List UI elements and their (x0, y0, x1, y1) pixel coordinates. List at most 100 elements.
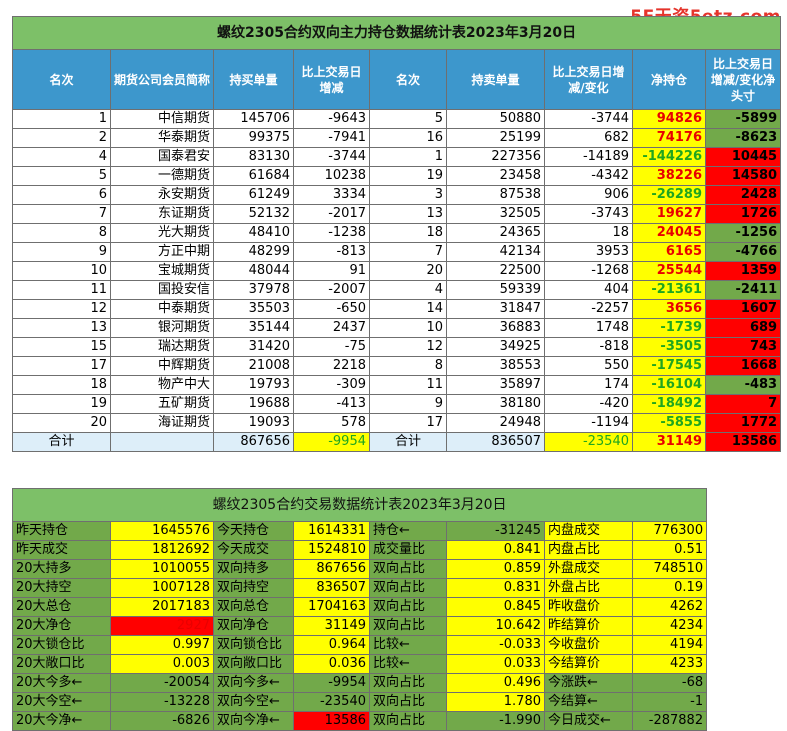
table-cell: 48299 (213, 242, 294, 262)
row-label: 今天持仓 (213, 521, 294, 541)
row-label: 比较← (369, 654, 447, 674)
table-cell: 海证期货 (110, 413, 214, 433)
table-row: 昨天持仓 1645576 今天持仓 1614331 持仓← -31245 内盘成交 77630… (12, 521, 708, 541)
table-cell: -3744 (293, 147, 370, 167)
table-cell: 10238 (293, 166, 370, 186)
table-cell: 17 (369, 413, 447, 433)
table-cell: -3744 (544, 109, 633, 129)
table-cell: 15 (12, 337, 111, 357)
row-value: 10.642 (446, 616, 545, 636)
table-row: 12 中泰期货 35503 -650 14 31847 -2257 3656 1607 (12, 299, 782, 319)
row-label: 双向总仓 (213, 597, 294, 617)
row-label: 昨天成交 (12, 540, 111, 560)
table-cell: 17 (12, 356, 111, 376)
table-cell: 2428 (704, 185, 782, 205)
total-buy-change: -9954 (293, 432, 370, 452)
table-cell: 中泰期货 (110, 299, 214, 319)
table-cell: -75 (293, 337, 370, 357)
table-cell: 174 (544, 375, 633, 395)
table-cell: -813 (293, 242, 370, 262)
table-row: 8 光大期货 48410 -1238 18 24365 18 24045 -1256 (12, 223, 782, 243)
table-cell: 35897 (446, 375, 545, 395)
row-label: 双向今净← (213, 711, 294, 731)
row-value: 0.036 (293, 654, 370, 674)
table-cell: -1739 (632, 318, 706, 338)
table-cell: 18 (544, 223, 633, 243)
row-value: -0.033 (446, 635, 545, 655)
table-cell: 5 (369, 109, 447, 129)
table-cell: -2017 (293, 204, 370, 224)
table-cell: 743 (704, 337, 782, 357)
column-header: 比上交易日增减 (293, 49, 370, 110)
table-cell: -2007 (293, 280, 370, 300)
table-cell: 光大期货 (110, 223, 214, 243)
row-value: 1524810 (293, 540, 370, 560)
table-cell: -4766 (704, 242, 782, 262)
table-cell: 1726 (704, 204, 782, 224)
table-cell: 36883 (446, 318, 545, 338)
table-cell: 19627 (632, 204, 706, 224)
table-cell: 38180 (446, 394, 545, 414)
table-cell: 99375 (213, 128, 294, 148)
row-label: 双向占比 (369, 578, 447, 598)
table-cell: 31847 (446, 299, 545, 319)
row-label: 内盘占比 (544, 540, 633, 560)
total-buy: 867656 (213, 432, 294, 452)
row-value: 13586 (293, 711, 370, 731)
column-header: 期货公司会员简称 (110, 49, 214, 110)
table-cell: 11 (369, 375, 447, 395)
position-table: 螺纹2305合约双向主力持仓数据统计表2023年3月20日 名次 期货公司会员简称… (11, 16, 782, 452)
column-header: 比上交易日增减/变化 (544, 49, 633, 110)
row-label: 双向净仓 (213, 616, 294, 636)
row-label: 比较← (369, 635, 447, 655)
row-value: 0.19 (631, 578, 708, 598)
table-cell: -5855 (632, 413, 706, 433)
table-row: 2 华泰期货 99375 -7941 16 25199 682 74176 -8623 (12, 128, 782, 148)
table-cell: 1748 (544, 318, 633, 338)
table-cell: 一德期货 (110, 166, 214, 186)
row-value: 1614331 (293, 521, 370, 541)
total-label: 合计 (369, 432, 447, 452)
row-label: 双向锁仓比 (213, 635, 294, 655)
table-row: 6 永安期货 61249 3334 3 87538 906 -26289 2428 (12, 185, 782, 205)
row-label: 今天成交 (213, 540, 294, 560)
row-value: 1645576 (110, 521, 214, 541)
row-label: 持仓← (369, 521, 447, 541)
column-header: 名次 (369, 49, 447, 110)
row-label: 20大净仓 (12, 616, 111, 636)
table-cell: 25544 (632, 261, 706, 281)
table-cell: 42134 (446, 242, 545, 262)
table1-title: 螺纹2305合约双向主力持仓数据统计表2023年3月20日 (11, 16, 782, 50)
table-cell: 7 (369, 242, 447, 262)
table-cell: -1238 (293, 223, 370, 243)
table-cell: 2437 (293, 318, 370, 338)
table-cell: 12 (12, 299, 111, 319)
table-cell: 7 (704, 394, 782, 414)
table-row: 1 中信期货 145706 -9643 5 50880 -3744 94826 -5899 (12, 109, 782, 129)
table-cell: 2 (12, 128, 111, 148)
table-cell: 6 (12, 185, 111, 205)
table-cell: 227356 (446, 147, 545, 167)
trading-table: 螺纹2305合约交易数据统计表2023年3月20日 昨天持仓 1645576 今天持… (11, 488, 708, 731)
table-cell: -650 (293, 299, 370, 319)
table-cell: 145706 (213, 109, 294, 129)
row-value: 2017183 (110, 597, 214, 617)
table-cell: 1359 (704, 261, 782, 281)
row-label: 20大锁仓比 (12, 635, 111, 655)
row-label: 20大总仓 (12, 597, 111, 617)
table-cell: 1668 (704, 356, 782, 376)
row-value: 4262 (631, 597, 708, 617)
table-row: 20大净仓 2927 双向净仓 31149 双向占比 10.642 昨结算价 4234 (12, 616, 708, 636)
column-header: 持卖单量 (446, 49, 545, 110)
table-cell: 50880 (446, 109, 545, 129)
table-cell: 24948 (446, 413, 545, 433)
table-row: 9 方正中期 48299 -813 7 42134 3953 6165 -4766 (12, 242, 782, 262)
table-row: 7 东证期货 52132 -2017 13 32505 -3743 19627 1726 (12, 204, 782, 224)
table-cell: 19 (369, 166, 447, 186)
table-cell: 12 (369, 337, 447, 357)
row-label: 双向今空← (213, 692, 294, 712)
table-cell: 52132 (213, 204, 294, 224)
row-label: 双向占比 (369, 711, 447, 731)
table-cell: -1256 (704, 223, 782, 243)
row-value: -287882 (631, 711, 708, 731)
